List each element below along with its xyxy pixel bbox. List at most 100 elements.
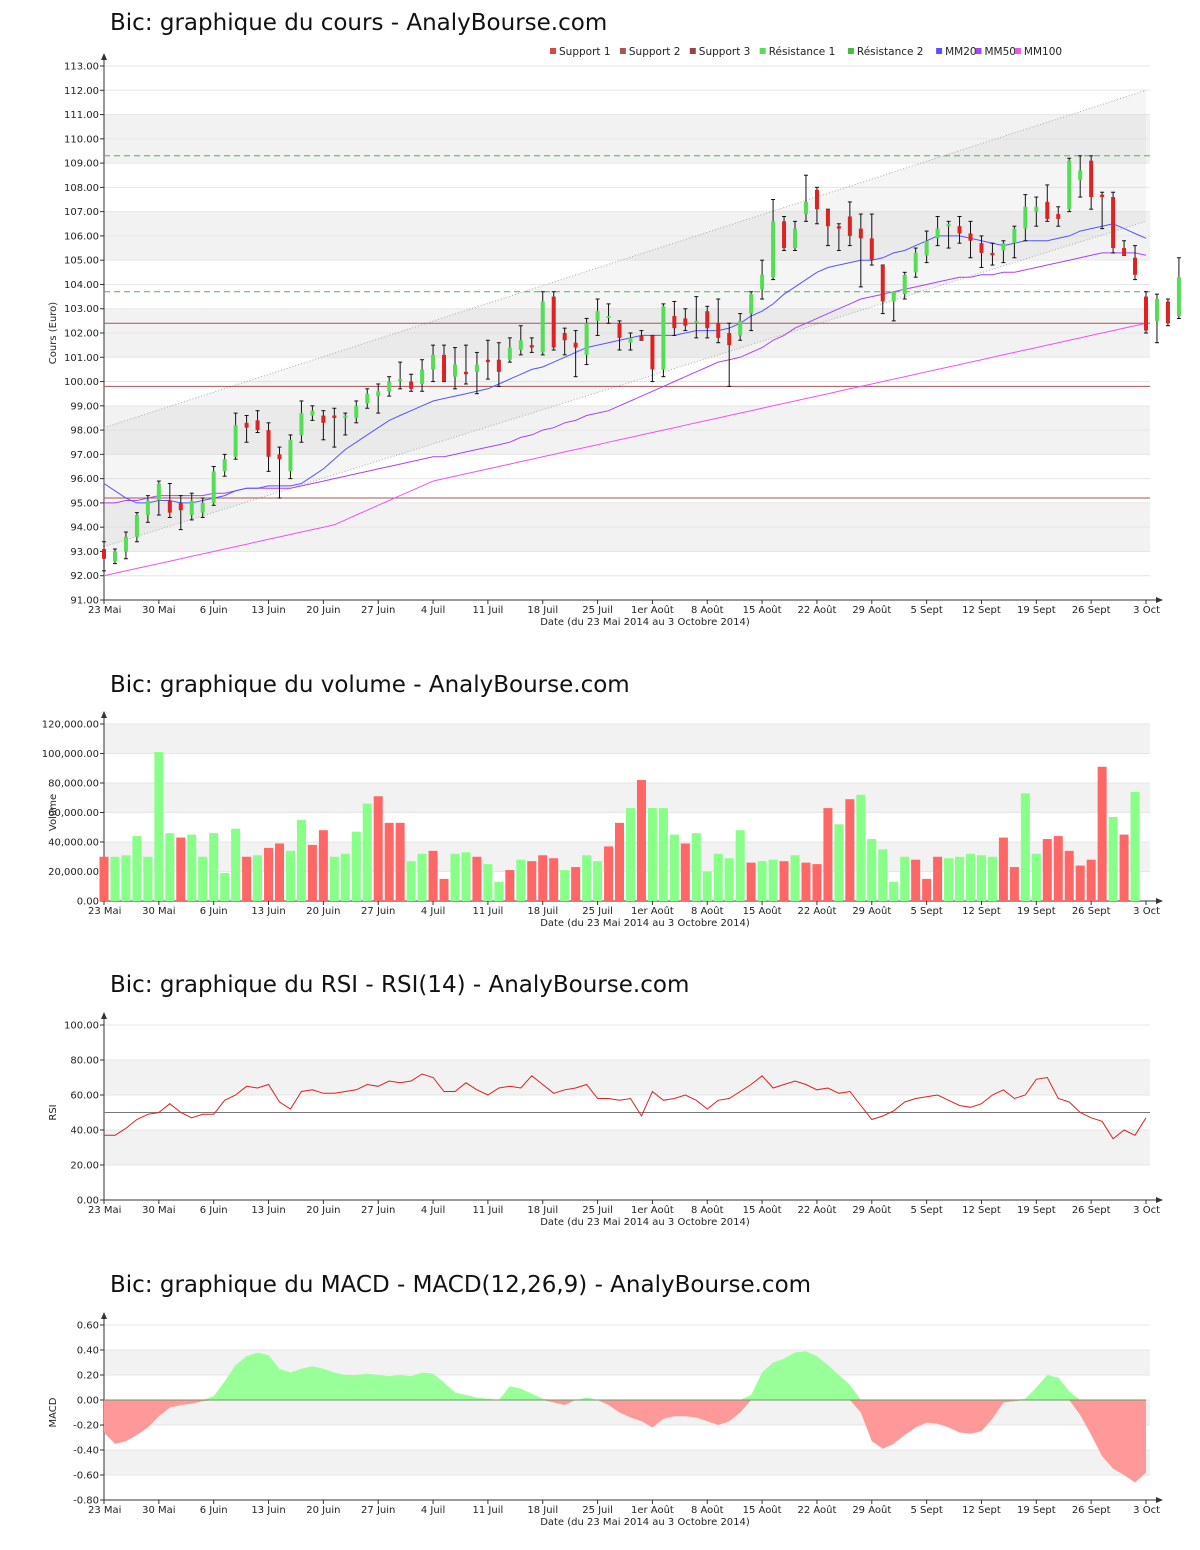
- volume-bar: [658, 808, 668, 901]
- candle: [551, 291, 556, 351]
- volume-bar: [187, 834, 197, 901]
- candle: [924, 230, 929, 264]
- rsi-chart: 0.00 20.00 40.00 60.00 80.00 100.00 23 Mai 30 M…: [48, 1012, 1163, 1228]
- volume-bar: [439, 878, 449, 901]
- candles: [102, 155, 1181, 572]
- volume-bars: [99, 752, 1140, 901]
- volume-bar: [647, 808, 657, 901]
- x-tick-label: 1er Août: [631, 1204, 674, 1216]
- candle-body: [277, 454, 282, 460]
- x-tick-label: 19 Sept: [1017, 906, 1056, 917]
- macd-negative-area: [104, 1400, 1146, 1483]
- candle: [661, 303, 666, 378]
- candle: [1154, 293, 1159, 344]
- candle: [518, 325, 523, 356]
- legend-label: MM20: [945, 46, 976, 58]
- volume-bar: [582, 855, 592, 901]
- candle: [913, 247, 918, 278]
- candle: [628, 332, 633, 351]
- candle-body: [847, 216, 852, 236]
- x-tick-label: 23 Mai: [88, 906, 121, 917]
- volume-bar: [384, 822, 394, 901]
- volume-bar: [362, 803, 372, 901]
- candle-body: [299, 413, 304, 435]
- candle-body: [803, 201, 808, 215]
- volume-bar: [900, 856, 910, 901]
- candle: [793, 220, 798, 251]
- legend-label: Support 1: [559, 46, 611, 58]
- volume-bar: [154, 752, 164, 901]
- y-tick-label: 40,000.00: [48, 838, 99, 849]
- volume-bar: [329, 856, 339, 901]
- volume-bar: [998, 837, 1008, 901]
- y-tick-label: 101.00: [64, 353, 99, 364]
- legend-item: MM50: [975, 46, 1016, 58]
- candle-body: [793, 228, 798, 249]
- candle: [979, 235, 984, 268]
- candle-body: [749, 294, 754, 314]
- candle-body: [1056, 214, 1061, 219]
- candle: [233, 412, 238, 460]
- y-axis-arrow: [101, 711, 107, 718]
- candle-body: [825, 209, 830, 227]
- candle-body: [1111, 197, 1116, 249]
- candle: [354, 400, 359, 424]
- legend-item: Support 3: [689, 46, 750, 58]
- volume-bar: [461, 852, 471, 901]
- y-axis-label: RSI: [48, 1104, 59, 1120]
- candle: [288, 434, 293, 480]
- plot-frame: -0.80 -0.60 -0.40 -0.20 0.00 0.20 0.40 0.60 23 M…: [48, 1312, 1163, 1528]
- x-tick-label: 6 Juin: [200, 605, 228, 616]
- candle-body: [485, 359, 490, 363]
- candle: [946, 220, 951, 249]
- candle: [102, 541, 106, 572]
- x-tick-label: 30 Mai: [142, 1205, 175, 1216]
- candle: [376, 383, 381, 414]
- x-tick-label: 27 Juin: [361, 605, 395, 616]
- volume-bar: [889, 881, 899, 901]
- y-axis-label: MACD: [48, 1397, 59, 1427]
- candle-body: [1122, 248, 1127, 256]
- volume-bar: [834, 824, 844, 901]
- candle: [869, 213, 874, 266]
- candle-body: [694, 320, 699, 324]
- candle: [1144, 291, 1148, 334]
- candle: [836, 223, 841, 251]
- volume-bar: [373, 796, 383, 901]
- candle: [266, 422, 271, 472]
- volume-bar: [318, 830, 328, 901]
- volume-bar: [966, 853, 976, 901]
- candle-body: [156, 483, 161, 501]
- volume-bar: [395, 822, 405, 901]
- candle-body: [540, 301, 545, 353]
- candle: [200, 497, 205, 518]
- volume-bar: [955, 856, 965, 901]
- y-tick-label: 93.00: [70, 547, 99, 558]
- candle: [112, 548, 117, 565]
- volume-bar: [285, 850, 295, 901]
- volume-chart-title: Bic: graphique du volume - AnalyBourse.c…: [110, 672, 630, 698]
- volume-bar: [713, 853, 723, 901]
- x-tick-label: 26 Sept: [1072, 1505, 1111, 1516]
- candle-body: [1067, 160, 1072, 210]
- channel-upper-line: [103, 89, 1147, 429]
- volume-bar: [406, 861, 416, 901]
- candle-body: [474, 364, 479, 372]
- candle: [1067, 157, 1072, 213]
- candle-body: [354, 405, 359, 418]
- x-tick-label: 15 Août: [743, 1204, 782, 1216]
- candle: [562, 327, 567, 356]
- candle: [529, 337, 534, 353]
- candle: [1165, 298, 1170, 327]
- volume-bar: [845, 799, 855, 901]
- x-tick-label: 25 Juil: [582, 1505, 613, 1516]
- candle: [858, 213, 863, 288]
- candle: [387, 376, 392, 397]
- candle-body: [134, 515, 139, 537]
- volume-bar: [143, 856, 153, 901]
- candle: [167, 482, 172, 518]
- x-tick-label: 12 Sept: [962, 1205, 1001, 1216]
- candle-body: [518, 340, 523, 350]
- candle-body: [442, 354, 447, 382]
- y-tick-label: 92.00: [70, 571, 99, 582]
